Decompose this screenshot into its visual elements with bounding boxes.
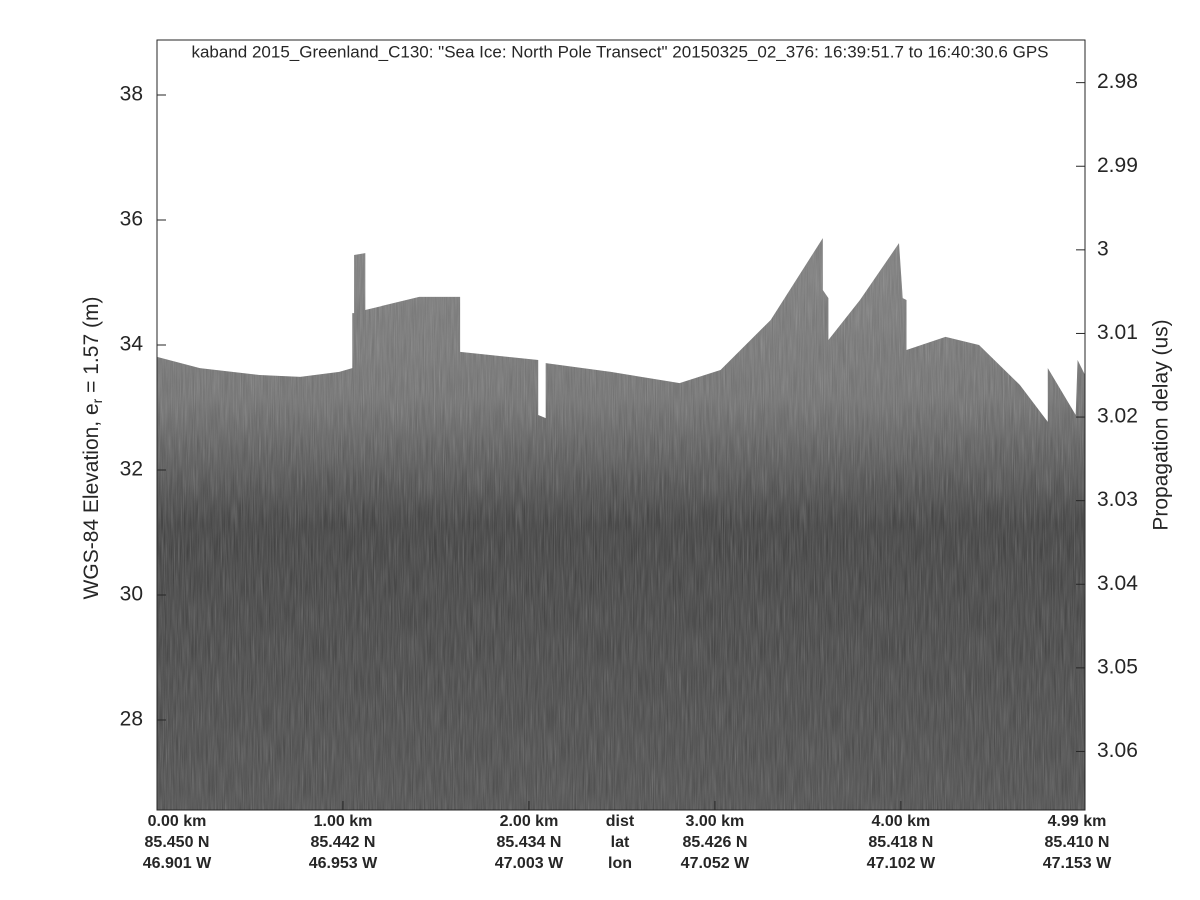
y-tick-label: 36 (120, 208, 143, 231)
y-axis-label-rest: = 1.57 (m) (80, 297, 103, 399)
lat-label: 85.410 N (1045, 834, 1110, 851)
plot-frame (156, 39, 1086, 811)
x-tick-label: 0.00 km (148, 813, 207, 830)
y2-tick-label: 3.04 (1097, 572, 1138, 595)
y-tick-label: 38 (120, 83, 143, 106)
y2-tick-label: 3.05 (1097, 655, 1138, 678)
lon-label: 47.052 W (681, 855, 750, 872)
row-label: lon (608, 855, 632, 872)
y2-tick-label: 3 (1097, 237, 1109, 260)
row-label: dist (606, 813, 635, 830)
y-axis-label-main: WGS-84 Elevation, e (80, 403, 103, 599)
y2-tick-label: 3.06 (1097, 739, 1138, 762)
chart-title: kaband 2015_Greenland_C130: "Sea Ice: No… (191, 42, 1048, 61)
x-tick-label: 2.00 km (500, 813, 559, 830)
lat-label: 85.426 N (682, 834, 747, 851)
lon-label: 47.102 W (867, 855, 936, 872)
y-tick-label: 30 (120, 583, 143, 606)
y-tick-label: 32 (120, 458, 143, 481)
lat-label: 85.434 N (496, 834, 561, 851)
lon-label: 47.003 W (495, 855, 564, 872)
lat-label: 85.450 N (145, 834, 210, 851)
y2-tick-label: 2.99 (1097, 154, 1138, 177)
x-tick-label: 4.99 km (1048, 813, 1107, 830)
y-axis-label: WGS-84 Elevation, er = 1.57 (m) (80, 297, 105, 600)
x-tick-label: 1.00 km (314, 813, 373, 830)
lon-label: 46.901 W (143, 855, 212, 872)
y2-tick-label: 3.03 (1097, 488, 1138, 511)
x-tick-label: 3.00 km (686, 813, 745, 830)
y-axis-label-sub: r (89, 398, 105, 403)
x-tick-label: 4.00 km (872, 813, 931, 830)
lon-label: 47.153 W (1043, 855, 1112, 872)
y2-tick-label: 2.98 (1097, 70, 1138, 93)
y2-tick-label: 3.01 (1097, 321, 1138, 344)
y-tick-label: 34 (120, 333, 144, 356)
lon-label: 46.953 W (309, 855, 378, 872)
y2-tick-label: 3.02 (1097, 405, 1138, 428)
y-tick-label: 28 (120, 708, 143, 731)
y2-axis-label: Propagation delay (us) (1150, 319, 1173, 530)
row-label: lat (611, 834, 630, 851)
lat-label: 85.442 N (311, 834, 376, 851)
lat-label: 85.418 N (868, 834, 933, 851)
